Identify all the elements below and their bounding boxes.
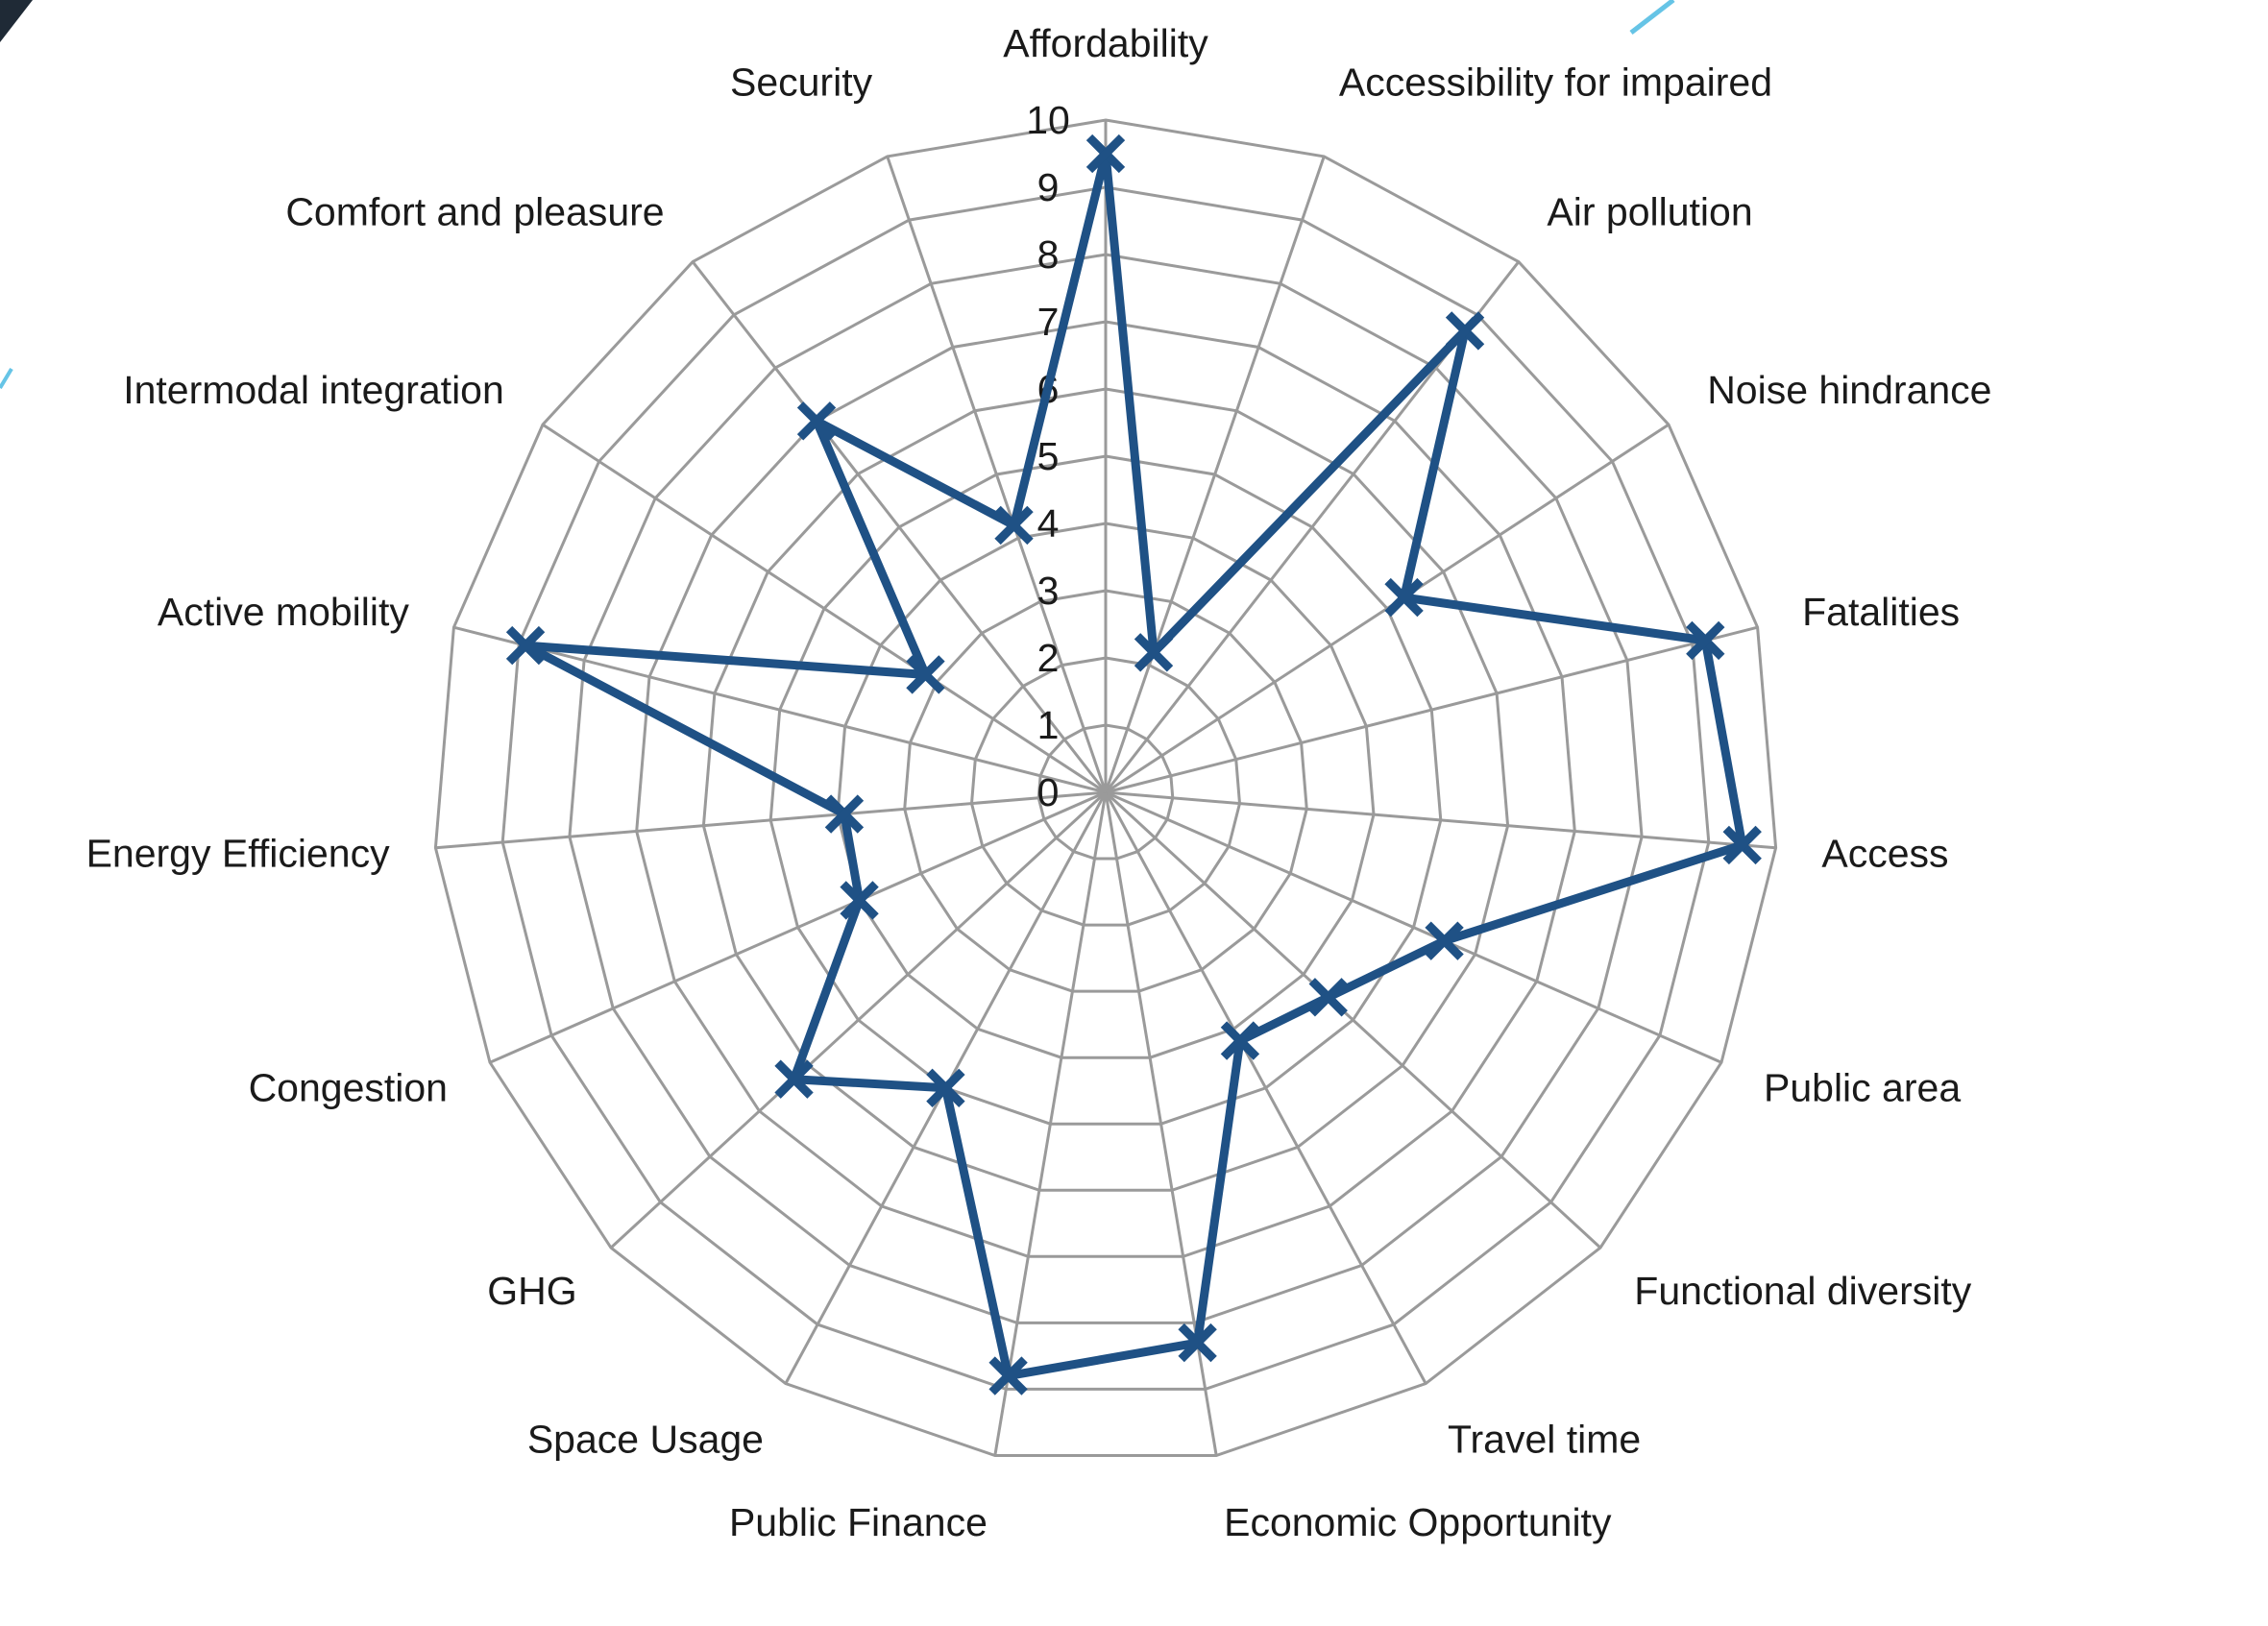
tick-label: 7 bbox=[1037, 300, 1060, 344]
category-label: Accessibility for impaired bbox=[1339, 61, 1772, 105]
corner-decoration-top-right bbox=[1629, 0, 1675, 35]
grid-ring-5 bbox=[768, 454, 1443, 1126]
data-point-2 bbox=[1445, 311, 1485, 351]
tick-label: 1 bbox=[1037, 703, 1060, 747]
grid-spoke bbox=[542, 423, 1107, 794]
tick-label: 4 bbox=[1037, 501, 1060, 546]
grid-ring-8 bbox=[568, 253, 1644, 1324]
data-point-17 bbox=[796, 401, 837, 441]
grid-spoke bbox=[691, 260, 1108, 793]
data-point-15 bbox=[505, 625, 546, 666]
data-point-7 bbox=[1308, 978, 1348, 1017]
data-point-5 bbox=[1722, 825, 1762, 865]
grid-spoke bbox=[1104, 156, 1326, 793]
category-label: Air pollution bbox=[1547, 190, 1752, 234]
grid-spoke bbox=[489, 790, 1107, 1064]
tick-label: 3 bbox=[1037, 569, 1060, 613]
series-line bbox=[523, 152, 1747, 1381]
data-series bbox=[505, 133, 1762, 1395]
data-point-10 bbox=[988, 1356, 1028, 1395]
data-point-6 bbox=[1425, 921, 1464, 960]
grid-ring-4 bbox=[836, 522, 1376, 1059]
category-label: Travel time bbox=[1448, 1418, 1641, 1462]
grid-ring-2 bbox=[969, 656, 1242, 927]
category-label: Intermodal integration bbox=[123, 368, 504, 412]
data-point-11 bbox=[926, 1068, 965, 1107]
tick-label: 9 bbox=[1037, 165, 1060, 209]
grid-ring-9 bbox=[500, 185, 1711, 1391]
grid-spoke bbox=[453, 625, 1107, 794]
tick-label: 5 bbox=[1037, 434, 1060, 478]
category-label: Public area bbox=[1764, 1066, 1961, 1110]
data-point-1 bbox=[1134, 633, 1174, 672]
category-label: GHG bbox=[487, 1269, 576, 1313]
grid-ring-6 bbox=[701, 387, 1510, 1192]
data-point-0 bbox=[1085, 133, 1126, 174]
category-label: Noise hindrance bbox=[1707, 368, 1991, 412]
tick-label: 10 bbox=[1026, 98, 1070, 142]
category-label: Affordability bbox=[1003, 21, 1208, 65]
data-point-9 bbox=[1178, 1323, 1217, 1363]
data-point-16 bbox=[906, 655, 945, 694]
grid-spoke bbox=[993, 791, 1108, 1456]
category-label: Security bbox=[730, 61, 873, 105]
grid-spoke bbox=[1105, 790, 1722, 1064]
grid-ring-3 bbox=[903, 589, 1308, 993]
grid-ring-10 bbox=[433, 118, 1778, 1457]
category-label: Economic Opportunity bbox=[1224, 1500, 1612, 1544]
grid-spoke bbox=[1104, 790, 1602, 1250]
edge-decoration-left bbox=[0, 367, 13, 390]
category-label: Energy Efficiency bbox=[86, 831, 391, 875]
data-point-8 bbox=[1220, 1021, 1260, 1060]
data-point-13 bbox=[840, 881, 879, 920]
corner-decoration-top-left bbox=[0, 0, 33, 42]
data-point-3 bbox=[1384, 577, 1424, 618]
grid-spoke bbox=[886, 156, 1108, 793]
grid-spoke bbox=[435, 790, 1107, 850]
tick-label: 8 bbox=[1037, 232, 1060, 277]
grid-spoke bbox=[1105, 625, 1758, 794]
category-label: Public Finance bbox=[729, 1500, 988, 1544]
radar-grid bbox=[433, 118, 1778, 1457]
category-label: Access bbox=[1821, 831, 1948, 875]
data-point-14 bbox=[824, 794, 865, 834]
tick-label: 2 bbox=[1037, 636, 1060, 680]
category-label: Space Usage bbox=[527, 1418, 764, 1462]
category-label: Functional diversity bbox=[1634, 1269, 1971, 1313]
category-label: Fatalities bbox=[1802, 590, 1960, 634]
category-label: Comfort and pleasure bbox=[285, 190, 664, 234]
category-label: Active mobility bbox=[158, 590, 410, 634]
category-labels: Affordability Accessibility for impaired A… bbox=[86, 21, 1992, 1544]
grid-ring-1 bbox=[1036, 723, 1175, 861]
data-point-4 bbox=[1686, 620, 1725, 661]
category-label: Congestion bbox=[249, 1066, 448, 1110]
data-point-12 bbox=[774, 1059, 814, 1099]
grid-spoke bbox=[1105, 790, 1776, 850]
grid-ring-7 bbox=[635, 320, 1576, 1258]
tick-label: 0 bbox=[1037, 770, 1060, 814]
data-point-18 bbox=[994, 505, 1034, 546]
grid-spoke bbox=[1104, 791, 1427, 1385]
grid-spoke bbox=[609, 790, 1108, 1250]
